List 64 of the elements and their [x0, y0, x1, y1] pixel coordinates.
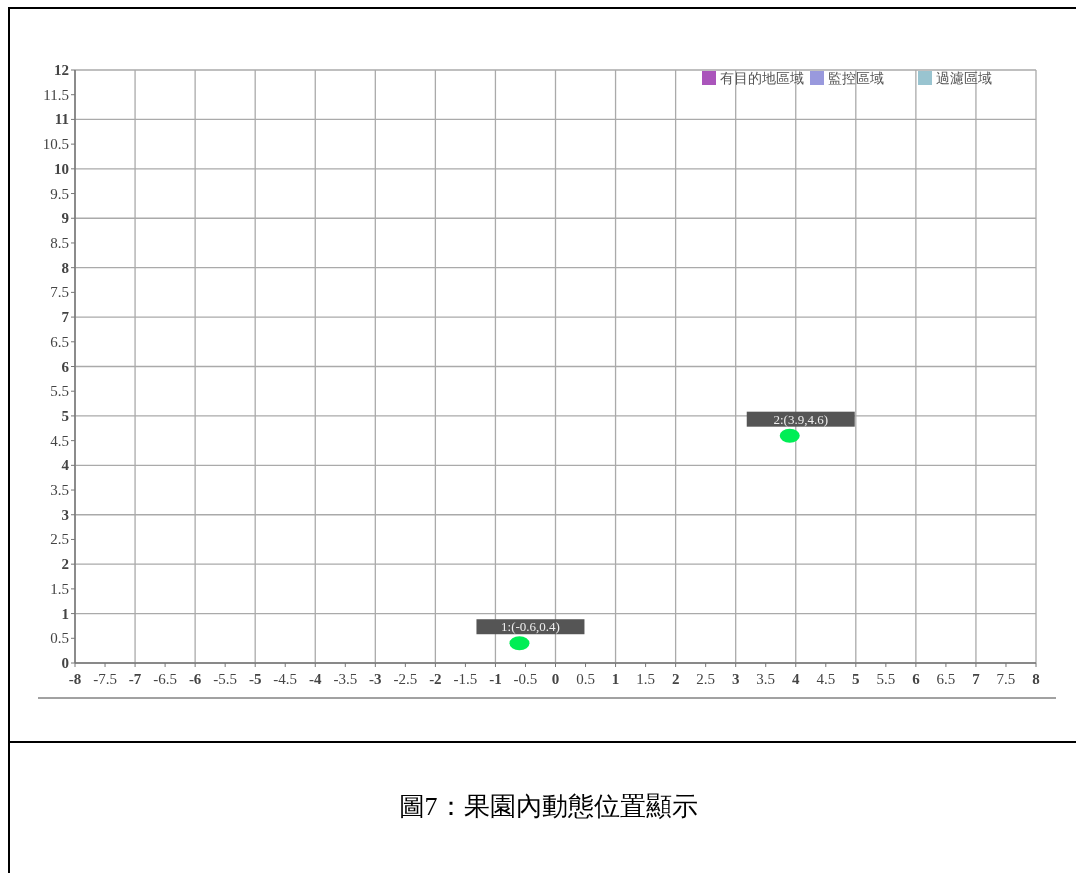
- y-tick-label: 9: [61, 210, 69, 227]
- x-tick-label: 1.5: [636, 671, 655, 687]
- text: 圖7：果園內動態位置顯示: [398, 792, 698, 821]
- y-tick-label: 1: [61, 605, 69, 622]
- y-tick-label: 11.5: [43, 86, 69, 103]
- y-tick-label: 8.5: [50, 234, 69, 251]
- x-tick-label: 2: [671, 671, 680, 687]
- y-tick-label: 4.5: [50, 432, 69, 449]
- y-tick-label: 7: [61, 309, 70, 326]
- x-tick-label: -1.5: [453, 671, 478, 687]
- y-tick-label: 8: [61, 259, 69, 276]
- data-label: 2:(3.9,4.6): [773, 411, 829, 427]
- x-tick-label: 7.5: [996, 671, 1016, 687]
- x-tick-label: 6.5: [936, 671, 956, 687]
- x-tick-label: -6: [188, 671, 202, 687]
- x-tick-label: 6: [912, 671, 921, 687]
- x-tick-label: 4: [792, 671, 800, 687]
- y-tick-label: 5.5: [50, 383, 69, 400]
- x-tick-label: -4: [309, 671, 322, 687]
- x-tick-label: -7: [128, 671, 142, 687]
- legend-label: 過濾區域: [936, 71, 992, 86]
- x-tick-label: -6.5: [153, 671, 177, 687]
- y-tick-label: 6.5: [50, 333, 69, 350]
- x-tick-label: -2.5: [393, 671, 418, 687]
- x-tick-label: 3: [731, 671, 740, 687]
- y-tick-label: 9.5: [50, 185, 69, 202]
- y-tick-label: 4: [61, 457, 70, 474]
- y-tick-label: 0: [61, 655, 69, 671]
- y-tick-label: 2.5: [50, 531, 69, 548]
- x-tick-label: -8: [68, 671, 82, 687]
- x-tick-label: 0.5: [576, 671, 595, 687]
- x-tick-label: -4.5: [273, 671, 298, 687]
- x-tick-label: 3.5: [756, 671, 776, 687]
- x-tick-label: -5: [248, 671, 262, 687]
- y-tick-label: 3: [61, 506, 69, 523]
- x-tick-label: 5.5: [876, 671, 896, 687]
- y-tick-label: 1.5: [50, 580, 69, 597]
- legend-label: 有目的地區域: [720, 71, 804, 86]
- y-tick-label: 10.5: [42, 136, 69, 153]
- x-tick-label: 0: [551, 671, 560, 687]
- data-label: 1:(-0.6,0.4): [501, 619, 560, 635]
- y-tick-label: 5: [61, 407, 69, 424]
- x-tick-label: -0.5: [513, 671, 538, 687]
- x-tick-label: 1: [611, 671, 620, 687]
- y-tick-label: 12: [54, 62, 69, 78]
- y-tick-label: 2: [61, 556, 69, 573]
- x-tick-label: -5.5: [213, 671, 238, 687]
- legend-label: 監控區域: [828, 71, 884, 86]
- x-tick-label: -2: [429, 671, 442, 687]
- y-tick-label: 3.5: [50, 482, 69, 499]
- x-tick-label: 8: [1032, 671, 1040, 687]
- x-tick-label: -1: [489, 671, 502, 687]
- x-tick-label: -7.5: [93, 671, 117, 687]
- x-tick-label: 5: [852, 671, 860, 687]
- y-tick-label: 6: [61, 358, 70, 375]
- x-tick-label: 2.5: [696, 671, 716, 687]
- x-tick-label: -3.5: [333, 671, 358, 687]
- y-tick-label: 10: [54, 160, 69, 177]
- y-tick-label: 11: [54, 111, 69, 128]
- x-tick-label: 4.5: [816, 671, 836, 687]
- y-tick-label: 7.5: [50, 284, 69, 301]
- x-tick-label: -3: [369, 671, 382, 687]
- x-tick-label: 7: [972, 671, 981, 687]
- y-tick-label: 0.5: [50, 630, 69, 647]
